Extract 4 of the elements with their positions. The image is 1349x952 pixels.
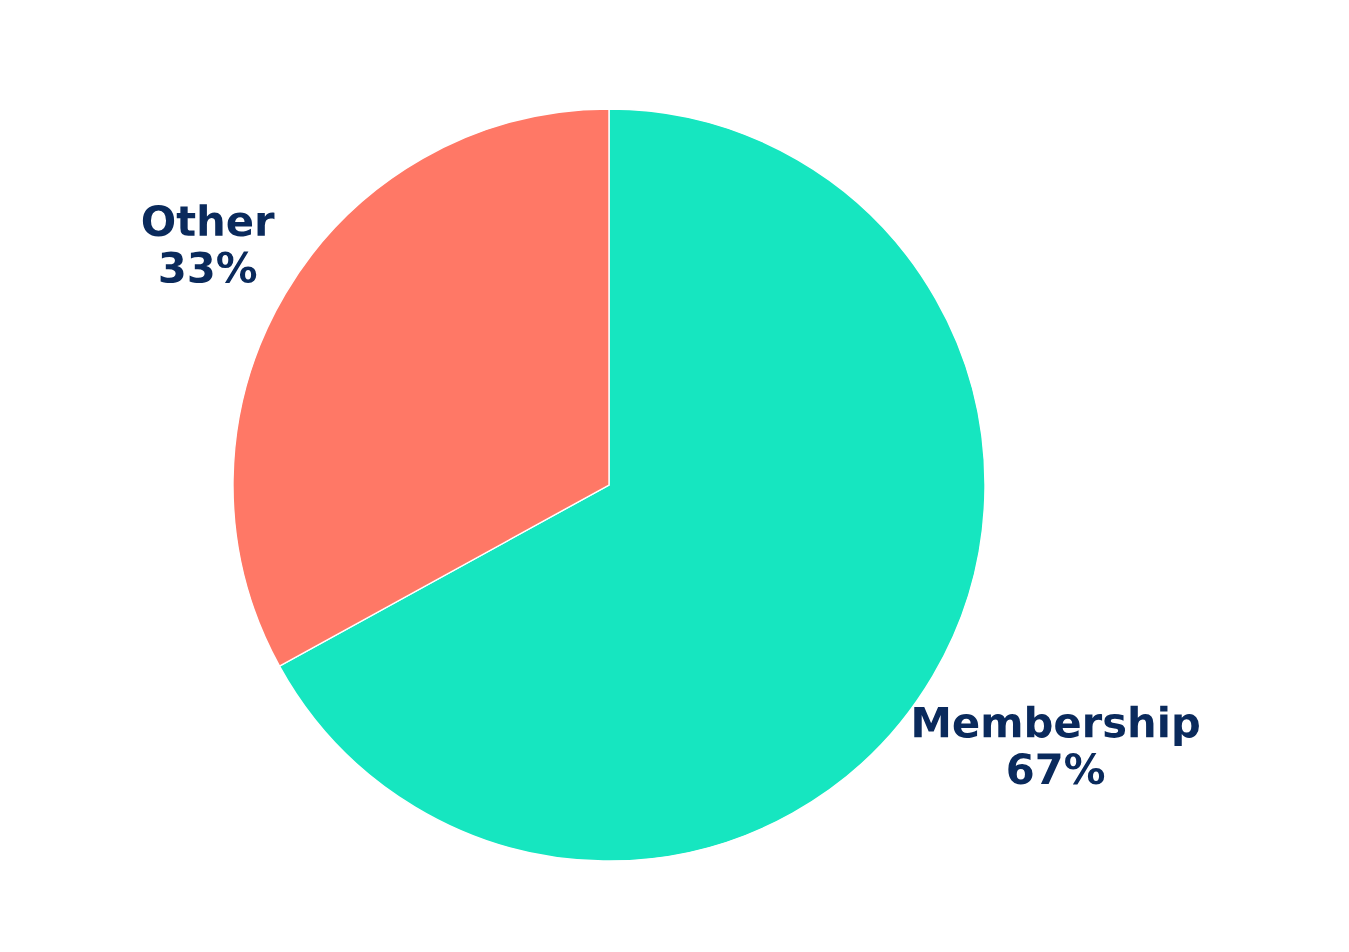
data-label: 67% <box>1008 753 1105 785</box>
data-label: 33% <box>160 251 257 284</box>
slice-label: Other <box>142 204 275 237</box>
slice-label: Membership <box>914 705 1199 746</box>
